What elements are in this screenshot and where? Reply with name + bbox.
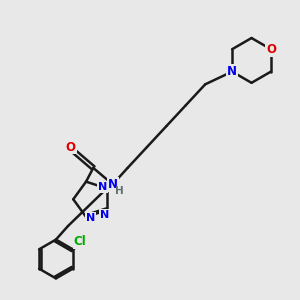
Text: N: N — [100, 210, 109, 220]
Text: N: N — [108, 178, 118, 191]
Text: N: N — [86, 213, 95, 224]
Text: N: N — [98, 182, 107, 192]
Text: O: O — [66, 140, 76, 154]
Text: O: O — [266, 43, 276, 56]
Text: N: N — [227, 65, 237, 78]
Text: H: H — [115, 186, 124, 196]
Text: Cl: Cl — [74, 235, 86, 248]
